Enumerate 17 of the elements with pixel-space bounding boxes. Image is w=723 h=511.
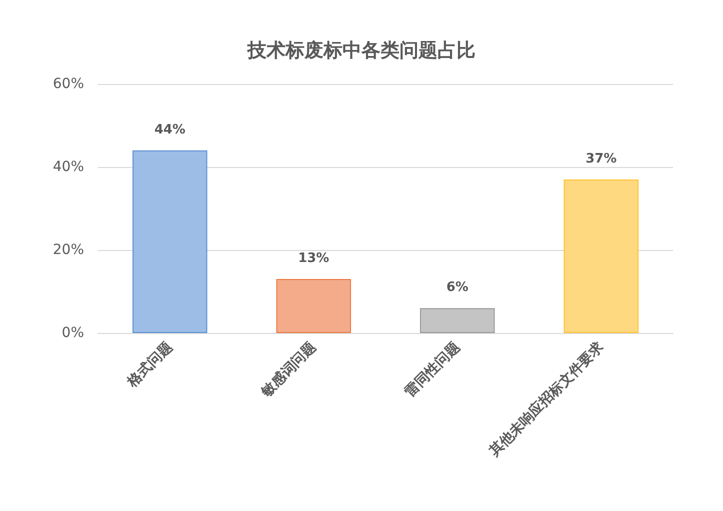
chart-title: 技术标废标中各类问题占比 <box>246 40 476 62</box>
y-tick-label: 20% <box>52 242 84 258</box>
bar <box>420 308 495 333</box>
x-tick-label: 其他未响应招标文件要求 <box>485 338 608 460</box>
data-label: 37% <box>586 151 617 166</box>
y-tick-label: 60% <box>52 76 84 92</box>
bar <box>276 279 351 333</box>
x-tick-label: 雷同性问题 <box>402 339 464 400</box>
data-label: 44% <box>154 122 186 138</box>
y-tick-label: 0% <box>62 325 84 341</box>
bar <box>132 150 208 333</box>
y-tick-label: 40% <box>52 159 84 175</box>
bar <box>564 179 638 333</box>
x-tick-label: 格式问题 <box>124 339 176 391</box>
data-label: 13% <box>298 251 330 266</box>
data-label: 6% <box>446 280 468 296</box>
x-tick-label: 敏感词问题 <box>258 339 320 401</box>
